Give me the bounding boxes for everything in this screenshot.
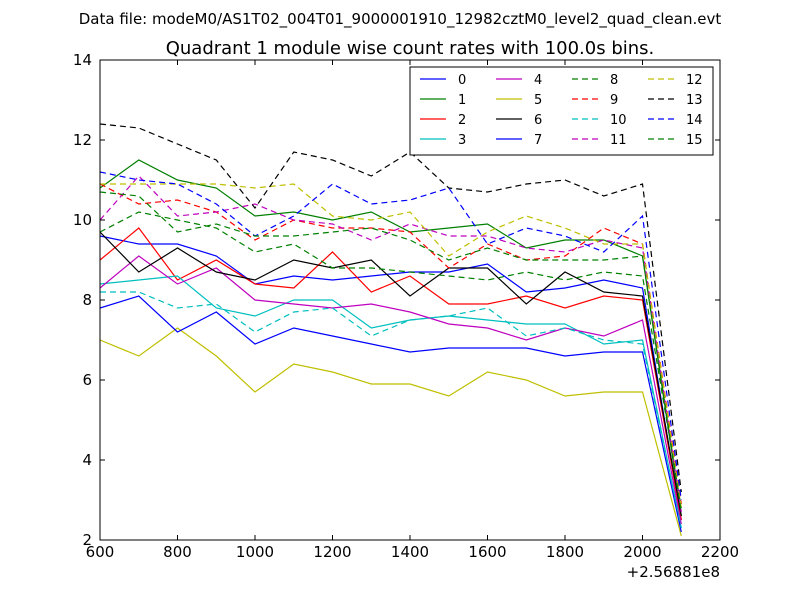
series-line-14	[99, 171, 682, 501]
series-line-2	[99, 227, 682, 521]
y-tick-label: 14	[73, 51, 92, 69]
y-tick-label: 6	[82, 371, 92, 389]
y-tick-label: 12	[73, 131, 92, 149]
x-tick-label: 800	[163, 543, 192, 561]
x-offset-label: +2.56881e8	[627, 563, 720, 581]
x-tick-label: 1400	[391, 543, 429, 561]
x-tick-label: 2200	[701, 543, 739, 561]
x-tick-label: 1200	[313, 543, 351, 561]
y-tick-label: 4	[82, 451, 92, 469]
legend-label-2: 2	[458, 113, 466, 128]
y-tick-label: 2	[82, 531, 92, 549]
series-line-12	[100, 183, 682, 509]
series-line-3	[99, 275, 682, 529]
legend-label-13: 13	[686, 93, 703, 108]
series-line-1	[99, 159, 682, 517]
legend-label-7: 7	[534, 133, 542, 148]
legend-label-0: 0	[458, 73, 466, 88]
chart-title: Quadrant 1 module wise count rates with …	[166, 38, 655, 59]
legend-label-11: 11	[610, 133, 627, 148]
ticks-layer: 600 800 1000 1200 1400 1600 1800 2000 2200246810…	[73, 51, 739, 561]
x-tick-label: 2000	[623, 543, 661, 561]
series-line-15	[99, 191, 682, 513]
legend-label-15: 15	[686, 133, 703, 148]
series-line-4	[99, 255, 682, 525]
x-tick-label: 1600	[468, 543, 506, 561]
legend-label-6: 6	[534, 113, 542, 128]
legend-label-12: 12	[686, 73, 703, 88]
y-tick-label: 8	[82, 291, 92, 309]
legend-label-3: 3	[458, 133, 466, 148]
x-tick-label: 1000	[236, 543, 274, 561]
legend-label-10: 10	[610, 113, 627, 128]
legend-box	[409, 66, 714, 156]
legend-label-5: 5	[534, 93, 542, 108]
series-line-9	[99, 183, 682, 505]
x-tick-label: 1800	[546, 543, 584, 561]
suptitle: Data file: modeM0/AS1T02_004T01_90000019…	[79, 10, 722, 29]
x-tick-label: 600	[86, 543, 115, 561]
series-line-10	[100, 291, 682, 529]
legend-label-14: 14	[686, 113, 703, 128]
series-layer	[99, 123, 682, 537]
legend-label-4: 4	[534, 73, 542, 88]
y-tick-label: 10	[73, 211, 92, 229]
series-line-13	[99, 123, 682, 493]
series-line-0	[99, 235, 682, 521]
series-line-11	[99, 175, 682, 513]
legend-label-9: 9	[610, 93, 618, 108]
legend-label-1: 1	[458, 93, 466, 108]
series-line-7	[99, 295, 682, 533]
series-line-6	[99, 231, 682, 517]
series-line-5	[99, 327, 682, 537]
series-line-8	[99, 211, 682, 509]
legend-label-8: 8	[610, 73, 618, 88]
